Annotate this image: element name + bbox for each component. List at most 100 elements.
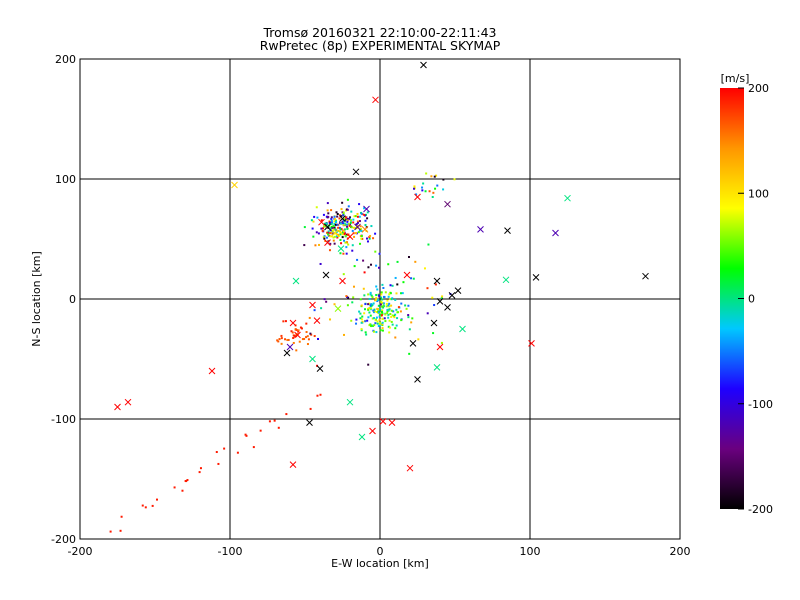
data-point-dot bbox=[355, 322, 358, 325]
data-point-dot bbox=[339, 214, 342, 217]
data-point-dot bbox=[299, 326, 302, 329]
data-point-dot bbox=[349, 219, 352, 222]
data-point-dot bbox=[434, 283, 437, 286]
data-point-dot bbox=[370, 325, 373, 328]
data-point-cross bbox=[436, 298, 444, 305]
data-point-dot bbox=[381, 318, 384, 321]
data-point-dot bbox=[378, 252, 381, 255]
data-point-cross bbox=[414, 193, 421, 201]
data-point-dot bbox=[338, 230, 341, 233]
data-point-cross bbox=[313, 317, 321, 324]
data-point-dot bbox=[336, 215, 339, 218]
data-point-dot bbox=[342, 273, 345, 276]
data-point-dot bbox=[361, 315, 364, 318]
data-point-dot bbox=[363, 312, 366, 315]
data-point-dot bbox=[330, 222, 333, 225]
data-point-dot bbox=[353, 235, 356, 238]
data-point-dot bbox=[380, 293, 383, 296]
data-point-dot bbox=[378, 322, 381, 325]
data-point-dot bbox=[414, 260, 417, 263]
data-point-dot bbox=[346, 198, 349, 201]
data-point-dot bbox=[327, 212, 330, 215]
data-point-dot bbox=[369, 291, 372, 294]
data-point-dot bbox=[280, 334, 283, 337]
data-point-cross bbox=[339, 215, 346, 222]
data-point-dot bbox=[330, 216, 333, 219]
data-point-dot bbox=[259, 429, 262, 432]
data-point-dot bbox=[245, 434, 248, 437]
data-point-dot bbox=[320, 307, 323, 310]
data-point-cross bbox=[114, 403, 121, 411]
axis-ticks: -200 -100 0 100 200 -200 -100 0 100 200 bbox=[51, 53, 690, 558]
data-point-cross bbox=[283, 349, 291, 357]
data-point-dot bbox=[360, 328, 363, 331]
y-tick-label: 200 bbox=[55, 53, 76, 66]
data-point-dot bbox=[394, 276, 397, 279]
data-point-dot bbox=[360, 304, 363, 307]
data-point-dot bbox=[345, 233, 348, 236]
data-point-dot bbox=[292, 336, 295, 339]
data-point-dot bbox=[335, 211, 338, 214]
data-point-dot bbox=[329, 235, 332, 238]
data-point-dot bbox=[305, 322, 308, 325]
data-point-dot bbox=[330, 217, 333, 220]
data-point-dot bbox=[338, 226, 341, 229]
data-point-dot bbox=[377, 294, 380, 297]
data-point-dot bbox=[350, 319, 353, 322]
data-point-dot bbox=[317, 337, 320, 340]
data-point-dot bbox=[186, 479, 189, 482]
data-point-dot bbox=[273, 419, 276, 422]
data-point-dot bbox=[427, 243, 430, 246]
data-point-dot bbox=[310, 333, 313, 336]
data-point-dot bbox=[335, 232, 338, 235]
data-point-dot bbox=[321, 227, 324, 230]
data-point-dot bbox=[303, 244, 306, 247]
data-point-dot bbox=[337, 233, 340, 236]
data-point-dot bbox=[303, 226, 306, 229]
data-point-dot bbox=[384, 313, 387, 316]
data-point-dot bbox=[374, 250, 377, 253]
data-point-dot bbox=[329, 242, 332, 245]
data-point-dot bbox=[389, 312, 392, 315]
data-point-dot bbox=[369, 314, 372, 317]
data-point-dot bbox=[426, 312, 429, 315]
y-tick-label: -100 bbox=[51, 413, 76, 426]
data-point-dot bbox=[244, 433, 247, 436]
data-point-dot bbox=[330, 235, 333, 238]
data-point-dot bbox=[280, 342, 283, 345]
colorbar-tick-label: 200 bbox=[748, 82, 769, 95]
data-point-dot bbox=[340, 215, 343, 218]
data-point-cross bbox=[430, 319, 438, 327]
data-point-dot bbox=[366, 211, 369, 214]
data-point-dot bbox=[181, 489, 184, 492]
data-point-dot bbox=[387, 325, 390, 328]
data-point-cross bbox=[331, 229, 339, 237]
data-point-dot bbox=[323, 237, 326, 240]
data-point-dot bbox=[404, 304, 407, 307]
data-point-dot bbox=[386, 310, 389, 313]
data-point-cross bbox=[454, 287, 462, 294]
data-point-cross bbox=[358, 433, 366, 441]
data-point-cross bbox=[444, 200, 451, 208]
data-point-dot bbox=[333, 220, 336, 223]
data-point-dot bbox=[309, 407, 312, 410]
data-point-dot bbox=[379, 309, 382, 312]
data-point-dot bbox=[382, 304, 385, 307]
data-point-dot bbox=[277, 426, 280, 429]
data-point-dot bbox=[369, 323, 372, 326]
data-point-dot bbox=[408, 328, 411, 331]
data-point-dot bbox=[336, 223, 339, 226]
data-point-dot bbox=[314, 244, 317, 247]
data-point-dot bbox=[356, 221, 359, 224]
data-point-dot bbox=[333, 226, 336, 229]
data-point-dot bbox=[326, 231, 329, 234]
data-point-cross bbox=[406, 464, 414, 472]
data-point-dot bbox=[378, 313, 381, 316]
data-point-dot bbox=[356, 215, 359, 218]
data-point-dot bbox=[442, 178, 445, 181]
data-point-dot bbox=[395, 308, 398, 311]
data-point-dot bbox=[413, 185, 416, 188]
data-point-dot bbox=[326, 233, 329, 236]
data-point-dot bbox=[375, 331, 378, 334]
data-point-dot bbox=[373, 317, 376, 320]
